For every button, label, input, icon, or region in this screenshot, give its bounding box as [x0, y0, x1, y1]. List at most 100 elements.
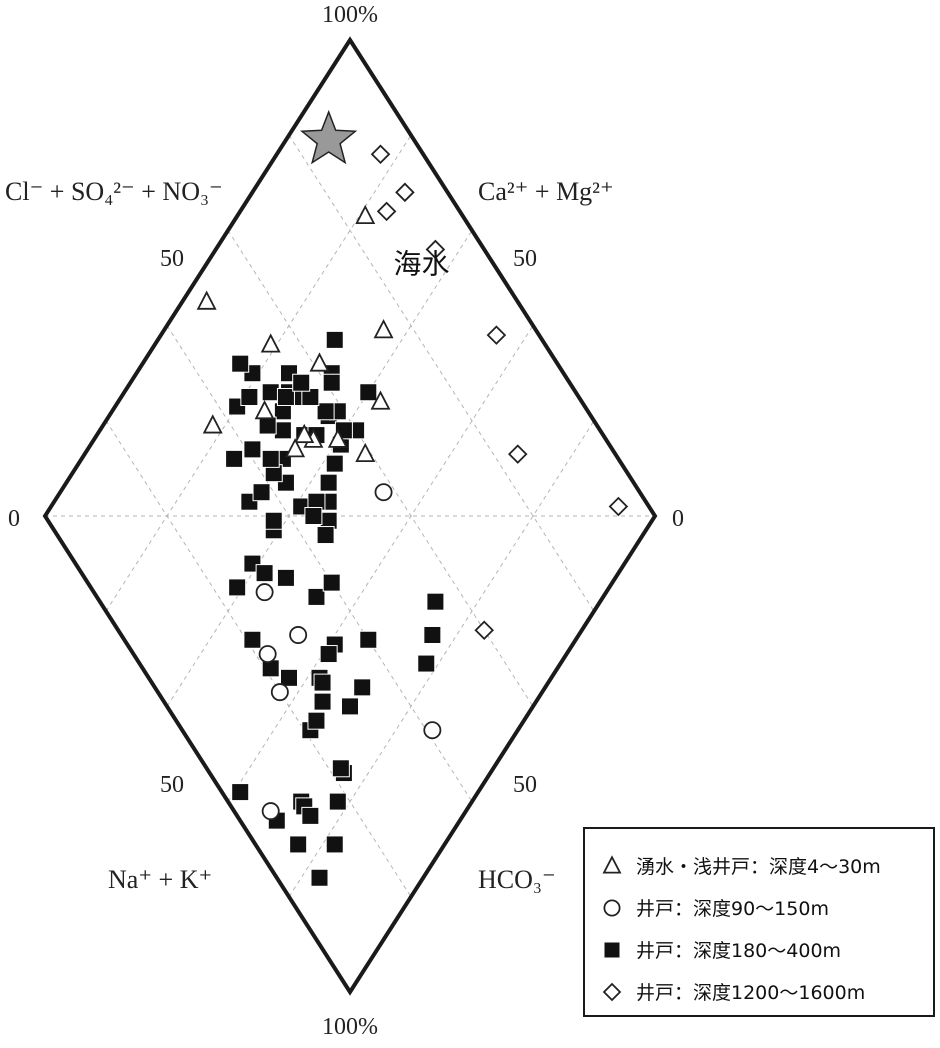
- data-point-square-filled: [264, 511, 283, 530]
- data-point-triangle-open: [196, 290, 217, 310]
- data-point-square-filled: [316, 402, 335, 421]
- data-point-square-filled: [273, 421, 292, 440]
- seawater-label: 海水: [394, 248, 450, 281]
- left-zero-label: 0: [8, 506, 20, 532]
- bottom-100-label: 100%: [322, 1014, 378, 1040]
- legend-label: 井戸：深度90～150m: [636, 898, 829, 920]
- legend-box: [583, 827, 935, 1017]
- data-point-square-filled: [426, 592, 445, 611]
- data-point-diamond-open: [474, 620, 494, 641]
- data-point-square-filled: [261, 383, 280, 402]
- data-point-square-filled: [240, 388, 259, 406]
- diamond-grid: [45, 134, 655, 898]
- data-point-square-filled: [313, 692, 332, 711]
- data-point-square-filled: [322, 573, 341, 592]
- data-point-square-filled: [301, 806, 320, 825]
- data-point-circle-open: [374, 483, 393, 502]
- data-point-square-filled: [304, 507, 323, 525]
- data-points: [196, 144, 629, 887]
- legend-label: 井戸：深度1200～1600m: [636, 982, 865, 1004]
- data-point-circle-open: [258, 645, 277, 664]
- data-point-triangle-open: [327, 428, 348, 448]
- legend-items: 湧水・浅井戸：深度4～30m 井戸：深度90～150m 井戸：深度180～400m 井…: [602, 855, 881, 1004]
- data-point-square-filled: [261, 449, 280, 468]
- upper-left-50-label: 50: [160, 246, 184, 272]
- data-point-square-filled: [258, 416, 277, 435]
- data-point-circle-open: [255, 583, 274, 602]
- data-point-circle-open: [261, 802, 280, 821]
- data-point-triangle-open: [202, 414, 223, 434]
- data-point-diamond-open: [507, 444, 528, 464]
- data-point-triangle-open: [294, 423, 315, 443]
- data-point-square-filled: [319, 645, 338, 664]
- grid-line: [166, 325, 473, 802]
- data-point-square-filled: [325, 835, 344, 854]
- seawater-star-marker: [300, 109, 358, 165]
- data-point-square-filled: [243, 630, 262, 649]
- data-point-square-filled: [322, 373, 341, 392]
- grid-line: [227, 230, 534, 707]
- data-point-diamond-open: [376, 201, 397, 222]
- data-point-square-filled: [307, 711, 326, 730]
- data-point-square-filled: [316, 526, 335, 545]
- data-point-square-filled: [231, 354, 250, 373]
- cation-lower-axis-label: Na⁺ + K⁺: [108, 865, 212, 894]
- data-point-square-filled: [231, 783, 250, 802]
- grid-line: [105, 420, 412, 898]
- data-point-diamond-open: [486, 325, 507, 345]
- data-point-square-filled: [276, 388, 295, 406]
- data-point-diamond-open: [370, 144, 391, 165]
- data-point-square-filled: [359, 630, 378, 649]
- legend-marker-square-filled: [603, 941, 621, 959]
- legend-marker-triangle-open: [602, 855, 622, 874]
- data-point-square-filled: [276, 568, 295, 587]
- diamond-outline: [42, 36, 658, 996]
- data-point-square-filled: [280, 668, 298, 687]
- legend-marker-circle-open: [603, 899, 621, 917]
- data-point-triangle-open: [285, 438, 306, 458]
- data-point-square-filled: [325, 330, 344, 349]
- cation-upper-axis-label: Ca²⁺ + Mg²⁺: [478, 177, 614, 206]
- data-point-triangle-open: [370, 390, 391, 410]
- legend-label: 井戸：深度180～400m: [636, 940, 841, 962]
- lower-right-50-label: 50: [513, 772, 537, 798]
- data-point-square-filled: [228, 578, 247, 597]
- legend-marker-diamond-open: [602, 982, 622, 1002]
- data-point-square-filled: [307, 587, 326, 606]
- right-zero-label: 0: [672, 506, 684, 532]
- data-point-square-filled: [423, 626, 442, 644]
- data-point-square-filled: [417, 654, 436, 673]
- data-point-circle-open: [289, 626, 308, 644]
- data-point-square-filled: [353, 678, 372, 697]
- grid-line: [288, 134, 595, 612]
- data-point-square-filled: [359, 383, 378, 402]
- top-100-label: 100%: [322, 2, 378, 28]
- data-point-square-filled: [325, 454, 344, 473]
- data-point-square-filled: [225, 449, 244, 468]
- data-point-square-filled: [292, 373, 311, 392]
- data-point-square-filled: [331, 759, 350, 778]
- legend: 湧水・浅井戸：深度4～30m 井戸：深度90～150m 井戸：深度180～400m 井…: [583, 827, 935, 1017]
- lower-left-50-label: 50: [160, 772, 184, 798]
- data-point-square-filled: [319, 473, 338, 492]
- anion-upper-axis-label: Cl⁻ + SO₄²⁻ + NO₃⁻: [5, 177, 223, 206]
- data-point-square-filled: [289, 835, 308, 854]
- data-point-square-filled: [252, 483, 271, 502]
- legend-label: 湧水・浅井戸：深度4～30m: [636, 856, 881, 878]
- grid-line: [166, 230, 473, 707]
- anion-lower-axis-label: HCO₃⁻: [478, 865, 556, 894]
- data-point-triangle-open: [309, 352, 330, 372]
- data-point-square-filled: [328, 792, 347, 811]
- upper-right-50-label: 50: [513, 246, 537, 272]
- grid-line: [288, 420, 595, 898]
- data-point-square-filled: [243, 440, 262, 459]
- grid-line: [227, 325, 534, 802]
- data-point-triangle-open: [355, 204, 376, 225]
- data-point-diamond-open: [395, 182, 415, 203]
- data-point-square-filled: [255, 564, 274, 583]
- data-point-triangle-open: [355, 442, 376, 463]
- data-point-circle-open: [423, 721, 442, 740]
- data-point-diamond-open: [425, 239, 446, 260]
- data-point-diamond-open: [608, 496, 629, 517]
